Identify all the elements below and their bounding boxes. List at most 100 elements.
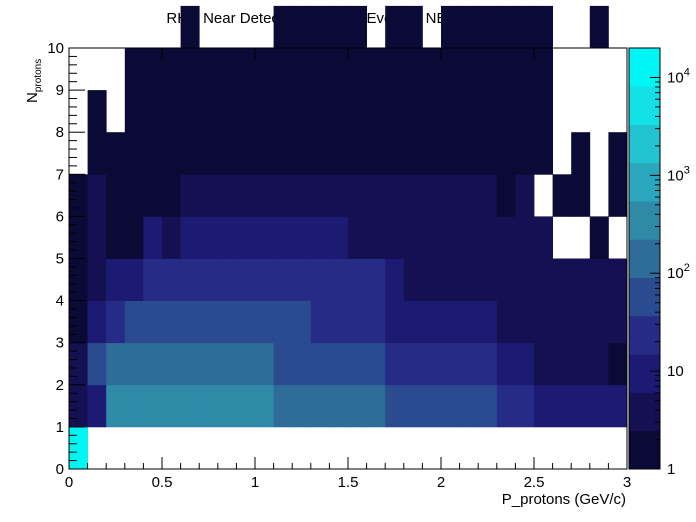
heatmap-cell xyxy=(106,300,126,344)
heatmap-cell xyxy=(403,90,423,133)
heatmap-cell xyxy=(403,342,423,386)
x-tick-label: 0 xyxy=(65,474,73,491)
color-scale-swatch xyxy=(629,86,660,125)
heatmap-cell xyxy=(478,5,498,49)
heatmap-cell xyxy=(441,174,460,217)
heatmap-cell xyxy=(403,48,423,91)
heatmap-cell xyxy=(180,342,200,386)
heatmap-cell xyxy=(310,5,330,49)
heatmap-cell xyxy=(366,48,386,91)
heatmap-cell xyxy=(422,174,442,217)
heatmap-cell xyxy=(292,300,312,344)
heatmap-cell xyxy=(329,300,349,344)
heatmap-cell xyxy=(478,342,498,386)
heatmap-cell xyxy=(180,216,200,259)
heatmap-cell xyxy=(162,132,181,175)
heatmap-cell xyxy=(478,300,498,344)
heatmap-cell xyxy=(552,300,572,344)
heatmap-cell xyxy=(255,258,274,301)
heatmap-cell xyxy=(515,5,535,49)
heatmap-cell xyxy=(441,384,460,428)
heatmap-cell xyxy=(217,174,237,217)
heatmap-cell xyxy=(422,258,442,301)
heatmap-cell xyxy=(180,258,200,301)
heatmap-cell xyxy=(255,48,274,91)
heatmap-cell xyxy=(422,216,442,259)
heatmap-cell xyxy=(534,384,553,428)
heatmap-cell xyxy=(366,300,386,344)
heatmap-cell xyxy=(515,384,535,428)
heatmap-cell xyxy=(366,174,386,217)
heatmap-cell xyxy=(124,258,144,301)
heatmap-cell xyxy=(608,384,628,428)
heatmap-cell xyxy=(106,342,126,386)
heatmap-cell xyxy=(441,300,460,344)
heatmap-cell xyxy=(87,216,107,259)
heatmap-cell xyxy=(459,216,479,259)
y-tick-label: 2 xyxy=(56,377,64,394)
heatmap-cell xyxy=(422,48,442,91)
y-tick-label: 3 xyxy=(56,335,64,352)
color-scale-swatch xyxy=(629,48,660,87)
heatmap-cell xyxy=(236,342,256,386)
heatmap-cell xyxy=(329,132,349,175)
y-axis-label: Nprotons xyxy=(24,59,44,103)
heatmap-cell xyxy=(310,384,330,428)
heatmap-cell xyxy=(329,48,349,91)
heatmap-cell xyxy=(292,216,312,259)
heatmap-cell xyxy=(124,216,144,259)
heatmap-cell xyxy=(292,5,312,49)
heatmap-cell xyxy=(459,132,479,175)
heatmap-cell xyxy=(199,174,219,217)
heatmap-cell xyxy=(515,48,535,91)
heatmap-cell xyxy=(180,132,200,175)
heatmap-cell xyxy=(571,300,591,344)
heatmap-cell xyxy=(124,48,144,91)
heatmap-cell xyxy=(292,132,312,175)
heatmap-cell xyxy=(571,258,591,301)
heatmap-cell xyxy=(162,48,181,91)
color-scale-swatch xyxy=(629,239,660,279)
heatmap-cell xyxy=(106,132,126,175)
heatmap-cell xyxy=(366,258,386,301)
color-scale-border xyxy=(628,47,661,470)
heatmap-cell xyxy=(403,174,423,217)
heatmap-cell xyxy=(255,90,274,133)
color-scale-swatch xyxy=(629,124,660,164)
heatmap-cell xyxy=(87,300,107,344)
heatmap-cell xyxy=(348,90,367,133)
heatmap-cell xyxy=(385,90,405,133)
heatmap-cell xyxy=(310,216,330,259)
heatmap-cell xyxy=(87,174,107,217)
heatmap-cell xyxy=(273,174,293,217)
heatmap-cell xyxy=(608,342,628,386)
heatmap-cell xyxy=(292,174,312,217)
heatmap-cell xyxy=(348,342,367,386)
heatmap-cell xyxy=(255,342,274,386)
x-tick-label: 3 xyxy=(623,474,631,491)
heatmap-cell xyxy=(366,216,386,259)
heatmap-cell xyxy=(143,48,163,91)
heatmap-cell xyxy=(106,216,126,259)
heatmap-cell xyxy=(459,48,479,91)
heatmap-cell xyxy=(292,258,312,301)
heatmap-cell xyxy=(459,342,479,386)
heatmap-cell xyxy=(403,384,423,428)
heatmap-cell xyxy=(589,258,609,301)
heatmap-cell xyxy=(348,216,367,259)
heatmap-cell xyxy=(255,216,274,259)
heatmap-cell xyxy=(143,132,163,175)
heatmap-cell xyxy=(310,48,330,91)
heatmap-cell xyxy=(329,258,349,301)
heatmap-cell xyxy=(162,342,181,386)
heatmap-cell xyxy=(496,48,516,91)
heatmap-cell xyxy=(69,384,88,428)
z-tick-label: 102 xyxy=(667,262,690,282)
heatmap-cell xyxy=(515,342,535,386)
heatmap-cell xyxy=(106,174,126,217)
heatmap-cell xyxy=(441,342,460,386)
heatmap-cell xyxy=(292,342,312,386)
heatmap-cell xyxy=(273,384,293,428)
heatmap-cell xyxy=(552,342,572,386)
z-tick-label: 10 xyxy=(667,363,684,380)
